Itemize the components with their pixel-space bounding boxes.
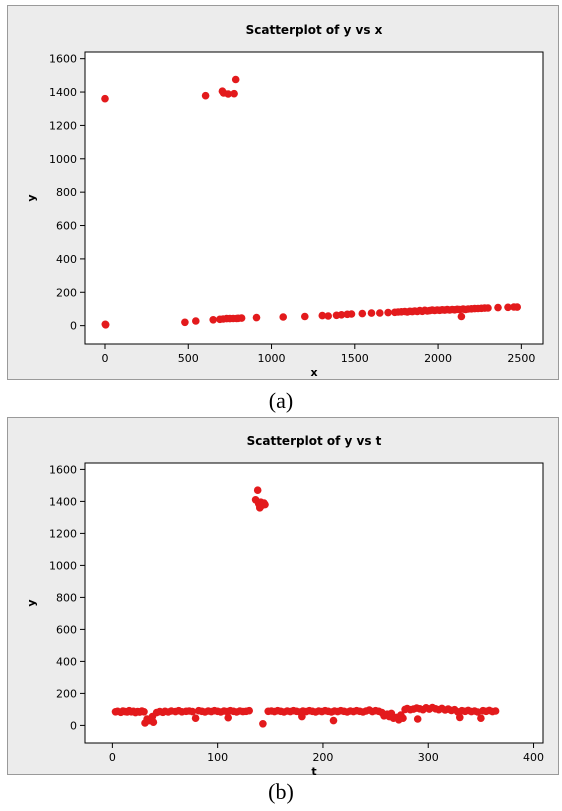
data-point [513, 303, 521, 311]
x-tick-label: 0 [101, 352, 108, 365]
data-point [181, 318, 189, 327]
x-axis-label: x [310, 366, 317, 379]
data-point [192, 317, 200, 325]
x-tick-label: 2000 [424, 352, 452, 365]
x-tick-label: 0 [109, 751, 116, 764]
data-point [376, 309, 384, 317]
y-tick-label: 200 [56, 286, 77, 299]
data-point [101, 321, 110, 329]
y-tick-label: 800 [56, 186, 77, 199]
y-tick-label: 800 [56, 591, 77, 604]
chart-title: Scatterplot of y vs t [247, 434, 382, 448]
data-point [298, 712, 306, 721]
plot-area [84, 462, 544, 744]
chart-title: Scatterplot of y vs x [246, 23, 383, 37]
caption-a: (a) [268, 388, 294, 413]
data-point [245, 706, 253, 715]
data-point [101, 94, 109, 103]
data-point [253, 486, 262, 494]
data-point [261, 500, 269, 509]
data-point [201, 91, 210, 100]
x-tick-label: 100 [207, 751, 228, 764]
x-tick-label: 1000 [258, 352, 286, 365]
data-point [237, 314, 246, 322]
data-point [230, 89, 238, 98]
data-point [224, 713, 232, 722]
y-tick-label: 600 [56, 623, 77, 636]
y-tick-label: 600 [56, 220, 77, 233]
data-point [329, 716, 338, 725]
y-tick-label: 1000 [49, 153, 77, 166]
plot-area [84, 51, 544, 345]
data-point [279, 313, 288, 321]
data-point [318, 311, 327, 320]
data-point [252, 313, 261, 322]
y-axis-label: y [25, 599, 38, 606]
data-point [188, 707, 197, 716]
data-point [457, 312, 466, 321]
x-tick-label: 200 [312, 751, 333, 764]
y-tick-label: 1600 [49, 53, 77, 66]
x-tick-label: 1500 [341, 352, 369, 365]
y-tick-label: 200 [56, 687, 77, 700]
caption-b: (b) [268, 779, 294, 804]
x-tick-label: 400 [523, 751, 544, 764]
y-tick-label: 400 [56, 253, 77, 266]
data-point [413, 715, 422, 723]
chart-panel-b: Scatterplot of y vs t 0 200 400 600 800 1000 12… [7, 417, 559, 778]
data-point [384, 308, 392, 317]
y-axis-label: y [25, 194, 38, 201]
data-point [456, 713, 464, 722]
data-point [231, 75, 240, 84]
y-tick-label: 1400 [49, 86, 77, 99]
y-tick-label: 1000 [49, 559, 77, 572]
data-point [140, 708, 148, 716]
x-tick-label: 2500 [507, 352, 535, 365]
y-tick-label: 0 [70, 719, 77, 732]
chart-b-svg: Scatterplot of y vs t0200400600800100012… [25, 434, 544, 778]
y-tick-label: 0 [70, 320, 77, 333]
x-axis-label: t [311, 765, 316, 778]
data-point [301, 312, 309, 321]
x-tick-label: 500 [178, 352, 199, 365]
y-tick-label: 1600 [49, 463, 77, 476]
y-tick-label: 1400 [49, 495, 77, 508]
chart-a-svg: Scatterplot of y vs x 0 200 400 600 800 1000 12… [25, 23, 544, 379]
chart-panel-a: Scatterplot of y vs x 0 200 400 600 800 1000 12… [7, 5, 559, 380]
data-point [477, 714, 485, 722]
data-point [399, 714, 407, 722]
y-tick-label: 400 [56, 655, 77, 668]
data-point [358, 309, 367, 318]
data-point [491, 707, 500, 715]
data-point [504, 303, 512, 312]
data-point [149, 718, 158, 726]
data-point [224, 90, 232, 98]
data-point [259, 720, 267, 728]
data-point [494, 303, 502, 312]
x-tick-label: 300 [418, 751, 439, 764]
data-point [191, 714, 200, 722]
data-point [347, 310, 356, 318]
y-tick-label: 1200 [49, 527, 77, 540]
data-point [484, 304, 492, 312]
data-point [209, 316, 217, 324]
data-point [324, 312, 333, 320]
y-tick-label: 1200 [49, 119, 77, 132]
data-point [337, 311, 346, 319]
data-point [367, 309, 376, 317]
